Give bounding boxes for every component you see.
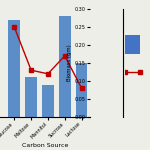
- Y-axis label: Biomass (gm): Biomass (gm): [67, 45, 72, 81]
- X-axis label: Carbon Source: Carbon Source: [22, 142, 68, 147]
- Bar: [59, 16, 71, 117]
- Bar: [42, 85, 54, 117]
- Bar: [76, 63, 87, 117]
- Bar: [25, 77, 37, 117]
- Bar: [8, 20, 20, 117]
